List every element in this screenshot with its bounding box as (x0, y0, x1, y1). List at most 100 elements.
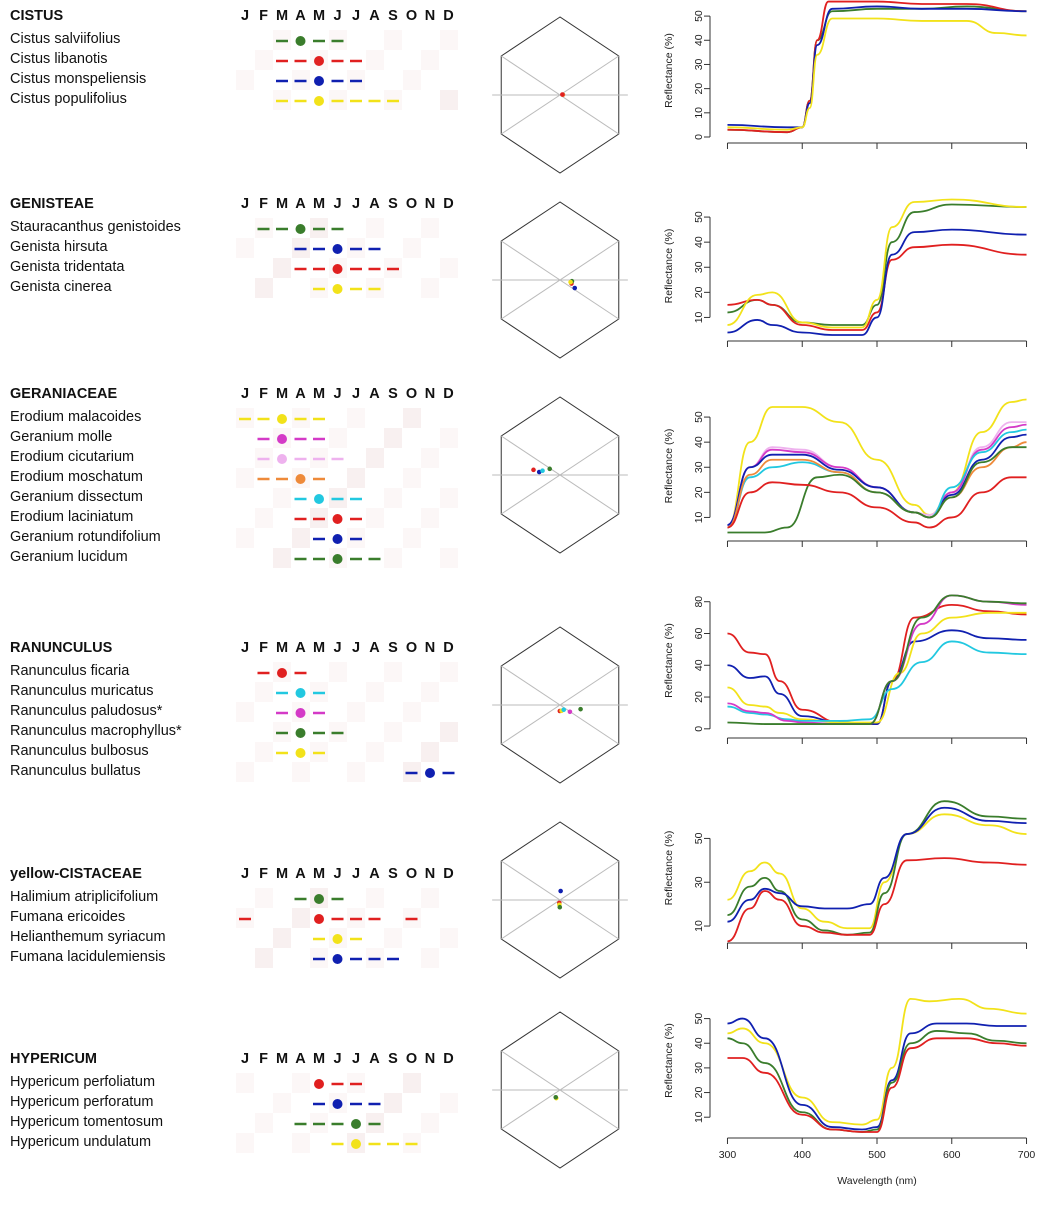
species-label: Cistus libanotis (10, 51, 108, 67)
peak-dot (295, 224, 306, 234)
month-header: J (240, 640, 250, 656)
phenology-chart (239, 894, 418, 964)
y-tick-label: 40 (693, 436, 705, 448)
month-header: J (351, 866, 361, 882)
y-axis-label: Reflectance (%) (663, 429, 675, 504)
tint-cell (421, 948, 439, 968)
reflectance-line-red (727, 603, 1027, 725)
y-tick-label: 40 (693, 659, 705, 671)
month-header: N (424, 866, 436, 882)
tint-cell (439, 30, 458, 50)
tint-cell (236, 1133, 254, 1153)
tint-cell (402, 468, 421, 488)
phenology-chart (276, 36, 399, 106)
hexagon-outline (500, 821, 620, 979)
tint-cell (365, 682, 384, 702)
tint-cell (384, 928, 402, 948)
tint-cell (291, 762, 310, 782)
peak-dot (425, 768, 435, 778)
species-label: Cistus monspeliensis (10, 71, 147, 87)
tint-cell (439, 90, 458, 110)
tint-cell (254, 742, 273, 762)
reflectance-line-yellow (727, 198, 1027, 329)
month-header: J (240, 1051, 250, 1067)
tint-cell (439, 722, 458, 742)
tint-cell (421, 888, 439, 908)
y-tick-label: 20 (693, 1087, 705, 1099)
tint-cell (384, 662, 402, 682)
reflectance-line-magenta (727, 594, 1027, 725)
hexagon-outline (500, 396, 620, 554)
y-tick-label: 20 (693, 286, 705, 298)
species-label: Ranunculus ficaria (10, 663, 130, 679)
species-label: Genista tridentata (10, 259, 125, 275)
tint-cell (365, 742, 384, 762)
reflectance-line-blue (727, 806, 1027, 923)
month-header: M (312, 866, 326, 882)
tint-cell (236, 238, 254, 258)
month-header: S (388, 1051, 398, 1067)
tint-cell (273, 258, 291, 278)
y-tick-label: 20 (693, 486, 705, 498)
month-header: A (369, 640, 380, 656)
phenology-chart (239, 414, 381, 564)
peak-dot (332, 514, 343, 524)
x-axis-label: Wavelength (nm) (837, 1175, 917, 1187)
tint-cell (365, 50, 384, 70)
peak-dot (295, 748, 306, 758)
hexagon-point (572, 285, 578, 291)
tint-cell (402, 238, 421, 258)
reflectance-line-green (727, 203, 1027, 326)
tint-cell (291, 1133, 310, 1153)
tint-cell (291, 1073, 310, 1093)
y-tick-label: 80 (693, 596, 705, 608)
peak-dot (314, 1079, 324, 1089)
hexagon-axis (500, 860, 620, 940)
species-label: Hypericum undulatum (10, 1134, 152, 1150)
month-header: F (259, 386, 268, 402)
phenology-chart (257, 668, 455, 778)
hexagon-point (567, 709, 573, 715)
tint-cell (421, 742, 439, 762)
hexagon-axis (500, 665, 620, 745)
species-label: Geranium rotundifolium (10, 529, 161, 545)
y-axis-label: Reflectance (%) (663, 33, 675, 108)
y-tick-label: 10 (693, 1111, 705, 1123)
reflectance-line-cyan (727, 640, 1027, 722)
month-header: M (275, 640, 289, 656)
y-tick-label: 20 (693, 691, 705, 703)
peak-dot (332, 264, 343, 274)
reflectance-panel: 10 20 30 40 50 Reflectance (%) (663, 398, 1028, 547)
y-tick-label: 50 (693, 832, 705, 844)
hexagon-point (560, 92, 565, 97)
tint-cell (365, 218, 384, 238)
species-label: Genista cinerea (10, 279, 112, 295)
y-tick-label: 50 (693, 1013, 705, 1025)
y-axis-label: Reflectance (%) (663, 1023, 675, 1098)
month-header: J (333, 386, 342, 402)
month-header: S (388, 196, 398, 212)
hexagon-outline (500, 201, 620, 359)
tint-cell (439, 548, 458, 568)
reflectance-line-green (727, 446, 1027, 534)
tint-cell (421, 218, 439, 238)
hexagon-point (540, 468, 545, 473)
month-header: J (333, 866, 342, 882)
month-header: D (443, 8, 454, 24)
month-header: F (259, 866, 268, 882)
tint-cell (421, 50, 439, 70)
color-hexagon (492, 201, 628, 359)
hexagon-point (558, 888, 563, 894)
species-label: Geranium lucidum (10, 549, 128, 565)
month-header: J (351, 640, 361, 656)
y-tick-label: 40 (693, 34, 705, 46)
hexagon-point (547, 466, 553, 472)
month-header: D (443, 1051, 454, 1067)
tint-cell (439, 258, 458, 278)
month-header: M (275, 8, 289, 24)
species-label: Geranium molle (10, 429, 113, 445)
month-header: A (369, 196, 380, 212)
species-label: Ranunculus macrophyllus* (10, 723, 182, 739)
tint-cell (236, 702, 254, 722)
peak-dot (314, 894, 324, 904)
